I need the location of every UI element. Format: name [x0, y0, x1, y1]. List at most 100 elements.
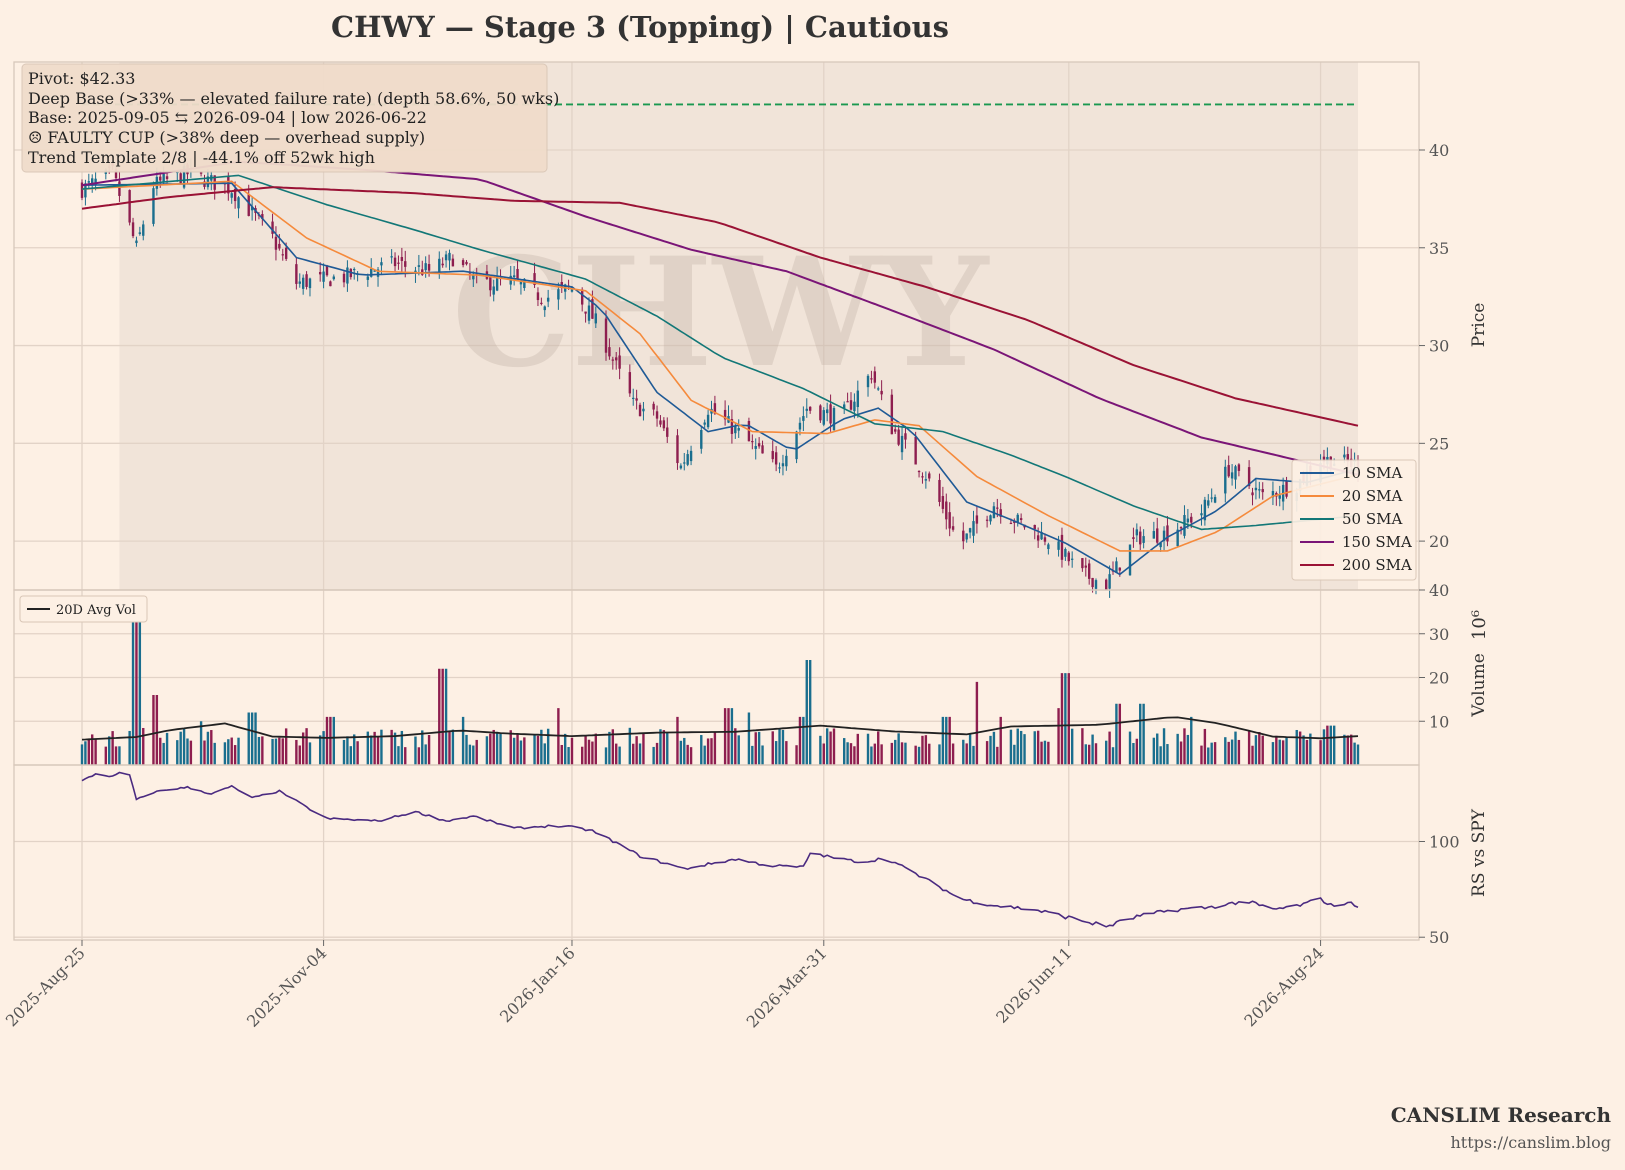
- candle-body: [404, 261, 407, 267]
- volume-bar: [615, 743, 618, 765]
- volume-bar: [87, 738, 91, 765]
- volume-bar: [1329, 725, 1332, 765]
- volume-bar: [543, 743, 546, 765]
- price-axis-label: Price: [1469, 303, 1489, 348]
- brand-name: CANSLIM Research: [1390, 1103, 1611, 1127]
- volume-bar: [404, 747, 407, 765]
- candle-body: [1135, 529, 1139, 536]
- volume-bar: [761, 745, 764, 765]
- volume-bar: [737, 735, 740, 765]
- candle-body: [611, 359, 615, 361]
- candle-body: [706, 414, 710, 428]
- volume-bar: [1254, 735, 1258, 765]
- volume-bar: [992, 731, 996, 765]
- candle-body: [873, 371, 877, 383]
- candle-body: [332, 276, 335, 280]
- candle-body: [274, 236, 278, 250]
- candle-body: [162, 173, 165, 183]
- candle-body: [676, 435, 679, 464]
- volume-bar: [965, 743, 968, 765]
- volume-bar: [376, 735, 380, 765]
- volume-bar: [700, 735, 703, 765]
- candle-body: [587, 305, 591, 321]
- candle-body: [686, 454, 689, 465]
- candle-body: [1271, 491, 1275, 498]
- candle-body: [853, 401, 856, 412]
- volume-bar: [472, 745, 475, 765]
- x-tick-label: 2026-Jun-11: [992, 943, 1075, 1026]
- volume-bar: [723, 708, 727, 765]
- candle-body: [928, 473, 931, 479]
- candle-body: [1210, 497, 1213, 499]
- brand-url[interactable]: https://canslim.blog: [1450, 1133, 1611, 1152]
- volume-bar: [108, 736, 111, 765]
- volume-bar: [1234, 731, 1237, 765]
- price-tick-label: 25: [1429, 434, 1449, 453]
- volume-bar: [342, 739, 346, 765]
- candle-body: [495, 276, 499, 291]
- volume-bar: [795, 745, 798, 765]
- volume-bar: [808, 660, 812, 765]
- volume-bar: [880, 744, 883, 765]
- volume-bar: [1203, 728, 1207, 765]
- volume-bar: [659, 729, 662, 765]
- volume-bar: [1081, 728, 1084, 765]
- candle-body: [118, 181, 121, 196]
- volume-bar: [587, 739, 591, 765]
- volume-legend: 20D Avg Vol: [19, 595, 148, 623]
- volume-bar: [182, 728, 186, 765]
- annotation-line-faulty-cup: ☹ FAULTY CUP (>38% deep — overhead suppl…: [28, 128, 425, 147]
- candle-body: [318, 271, 322, 275]
- candle-body: [438, 258, 441, 275]
- candle-body: [1043, 537, 1047, 542]
- candle-body: [703, 422, 706, 425]
- volume-bar: [138, 607, 142, 765]
- candle-body: [870, 378, 873, 380]
- candle-body: [655, 411, 659, 419]
- volume-bar: [706, 738, 710, 765]
- volume-bar: [948, 716, 951, 765]
- sma-line-200-sma: [81, 186, 1359, 427]
- candle-body: [1105, 579, 1108, 590]
- candle-body: [472, 274, 475, 280]
- volume-bar: [451, 729, 455, 765]
- volume-bar: [897, 733, 900, 765]
- candle-body: [1016, 514, 1019, 523]
- volume-bar: [298, 745, 301, 765]
- candle-body: [924, 479, 928, 481]
- volume-bar: [921, 735, 924, 765]
- volume-bar: [798, 716, 802, 765]
- volume-bar: [199, 721, 203, 765]
- candle-body: [866, 375, 870, 388]
- candle-body: [80, 182, 84, 198]
- candle-body: [543, 306, 546, 311]
- volume-bar: [135, 607, 138, 765]
- candle-body: [638, 404, 642, 417]
- candle-body: [921, 476, 924, 478]
- candle-body: [397, 262, 400, 264]
- candle-body: [1060, 534, 1064, 560]
- volume-bar: [1200, 745, 1203, 765]
- volume-bar: [1230, 739, 1234, 765]
- volume-bar: [206, 731, 210, 765]
- volume-bar: [1261, 735, 1264, 765]
- candle-body: [305, 274, 308, 287]
- candle-body: [877, 388, 880, 390]
- volume-bar: [751, 745, 754, 765]
- volume-bar: [533, 734, 536, 765]
- volume-bar: [938, 744, 941, 765]
- candle-body: [985, 519, 989, 521]
- volume-bar: [261, 736, 264, 765]
- volume-tick-label: 30: [1429, 625, 1449, 644]
- volume-bar: [632, 743, 635, 765]
- volume-bar: [618, 746, 621, 765]
- candle-body: [662, 420, 666, 429]
- candle-body: [199, 171, 203, 174]
- volume-bar: [1009, 729, 1013, 765]
- volume-bar: [380, 729, 383, 765]
- volume-bar: [662, 730, 666, 765]
- candle-body: [1156, 528, 1159, 543]
- candle-body: [798, 422, 802, 430]
- volume-bar: [1057, 708, 1060, 765]
